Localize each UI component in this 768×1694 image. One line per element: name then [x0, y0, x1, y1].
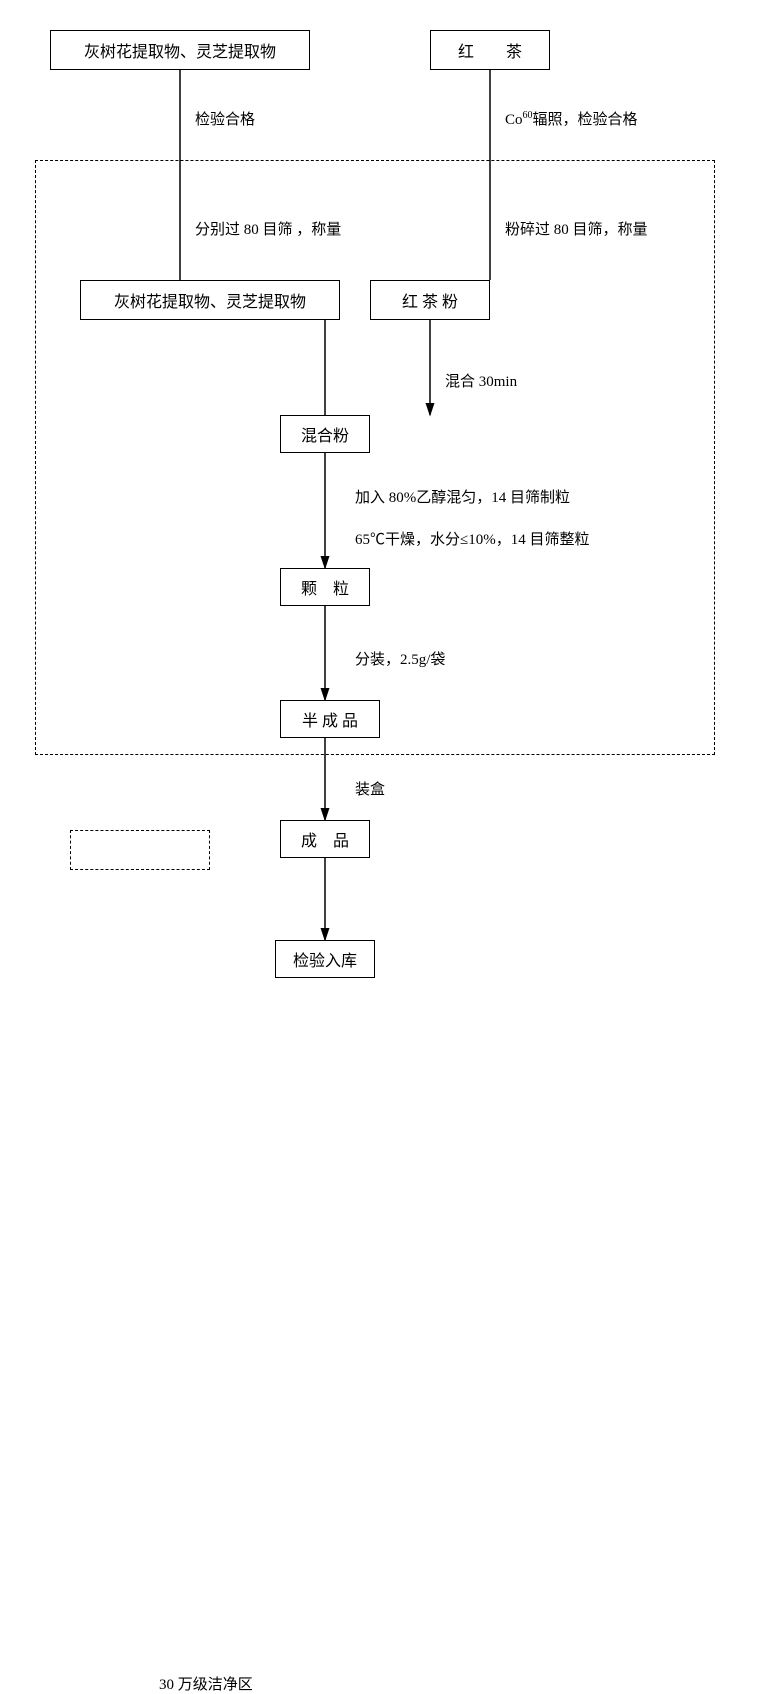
label-inspect-pass: 检验合格 — [195, 108, 255, 129]
box-black-tea-powder: 红 茶 粉 — [370, 280, 490, 320]
label-box-pack: 装盒 — [355, 778, 385, 799]
label-mix-30min: 混合 30min — [445, 370, 517, 391]
label-ethanol-granulate: 加入 80%乙醇混匀，14 目筛制粒 — [355, 486, 570, 507]
text: 半 成 品 — [302, 707, 358, 731]
box-product: 成 品 — [280, 820, 370, 858]
label-pack-bag: 分装，2.5g/袋 — [355, 648, 445, 669]
box-inspect-store: 检验入库 — [275, 940, 375, 978]
text: 检验入库 — [293, 947, 357, 971]
label-sieve80-left: 分别过 80 目筛 ，称量 — [195, 218, 341, 239]
box-granule: 颗 粒 — [280, 568, 370, 606]
label-co60-radiation: Co60辐照，检验合格 — [505, 108, 638, 129]
text: 颗 粒 — [301, 575, 349, 599]
clean-zone-label-box: 30 万级洁净区 — [70, 830, 210, 870]
box-maitake-lingzhi-extract-mid: 灰树花提取物、灵芝提取物 — [80, 280, 340, 320]
label-dry-65c: 65℃干燥，水分≤10%，14 目筛整粒 — [355, 528, 589, 549]
text: 混合粉 — [301, 422, 349, 446]
box-semi-product: 半 成 品 — [280, 700, 380, 738]
box-black-tea: 红 茶 — [430, 30, 550, 70]
text: 成 品 — [301, 827, 349, 851]
label-sieve80-right: 粉碎过 80 目筛，称量 — [505, 218, 648, 239]
text: 灰树花提取物、灵芝提取物 — [84, 38, 276, 62]
label-clean-zone: 30 万级洁净区 — [159, 1673, 253, 1694]
text: 灰树花提取物、灵芝提取物 — [114, 288, 306, 312]
text: 红 茶 粉 — [402, 288, 458, 312]
box-maitake-lingzhi-extract-top: 灰树花提取物、灵芝提取物 — [50, 30, 310, 70]
box-mixed-powder: 混合粉 — [280, 415, 370, 453]
text: 红 茶 — [458, 38, 522, 62]
